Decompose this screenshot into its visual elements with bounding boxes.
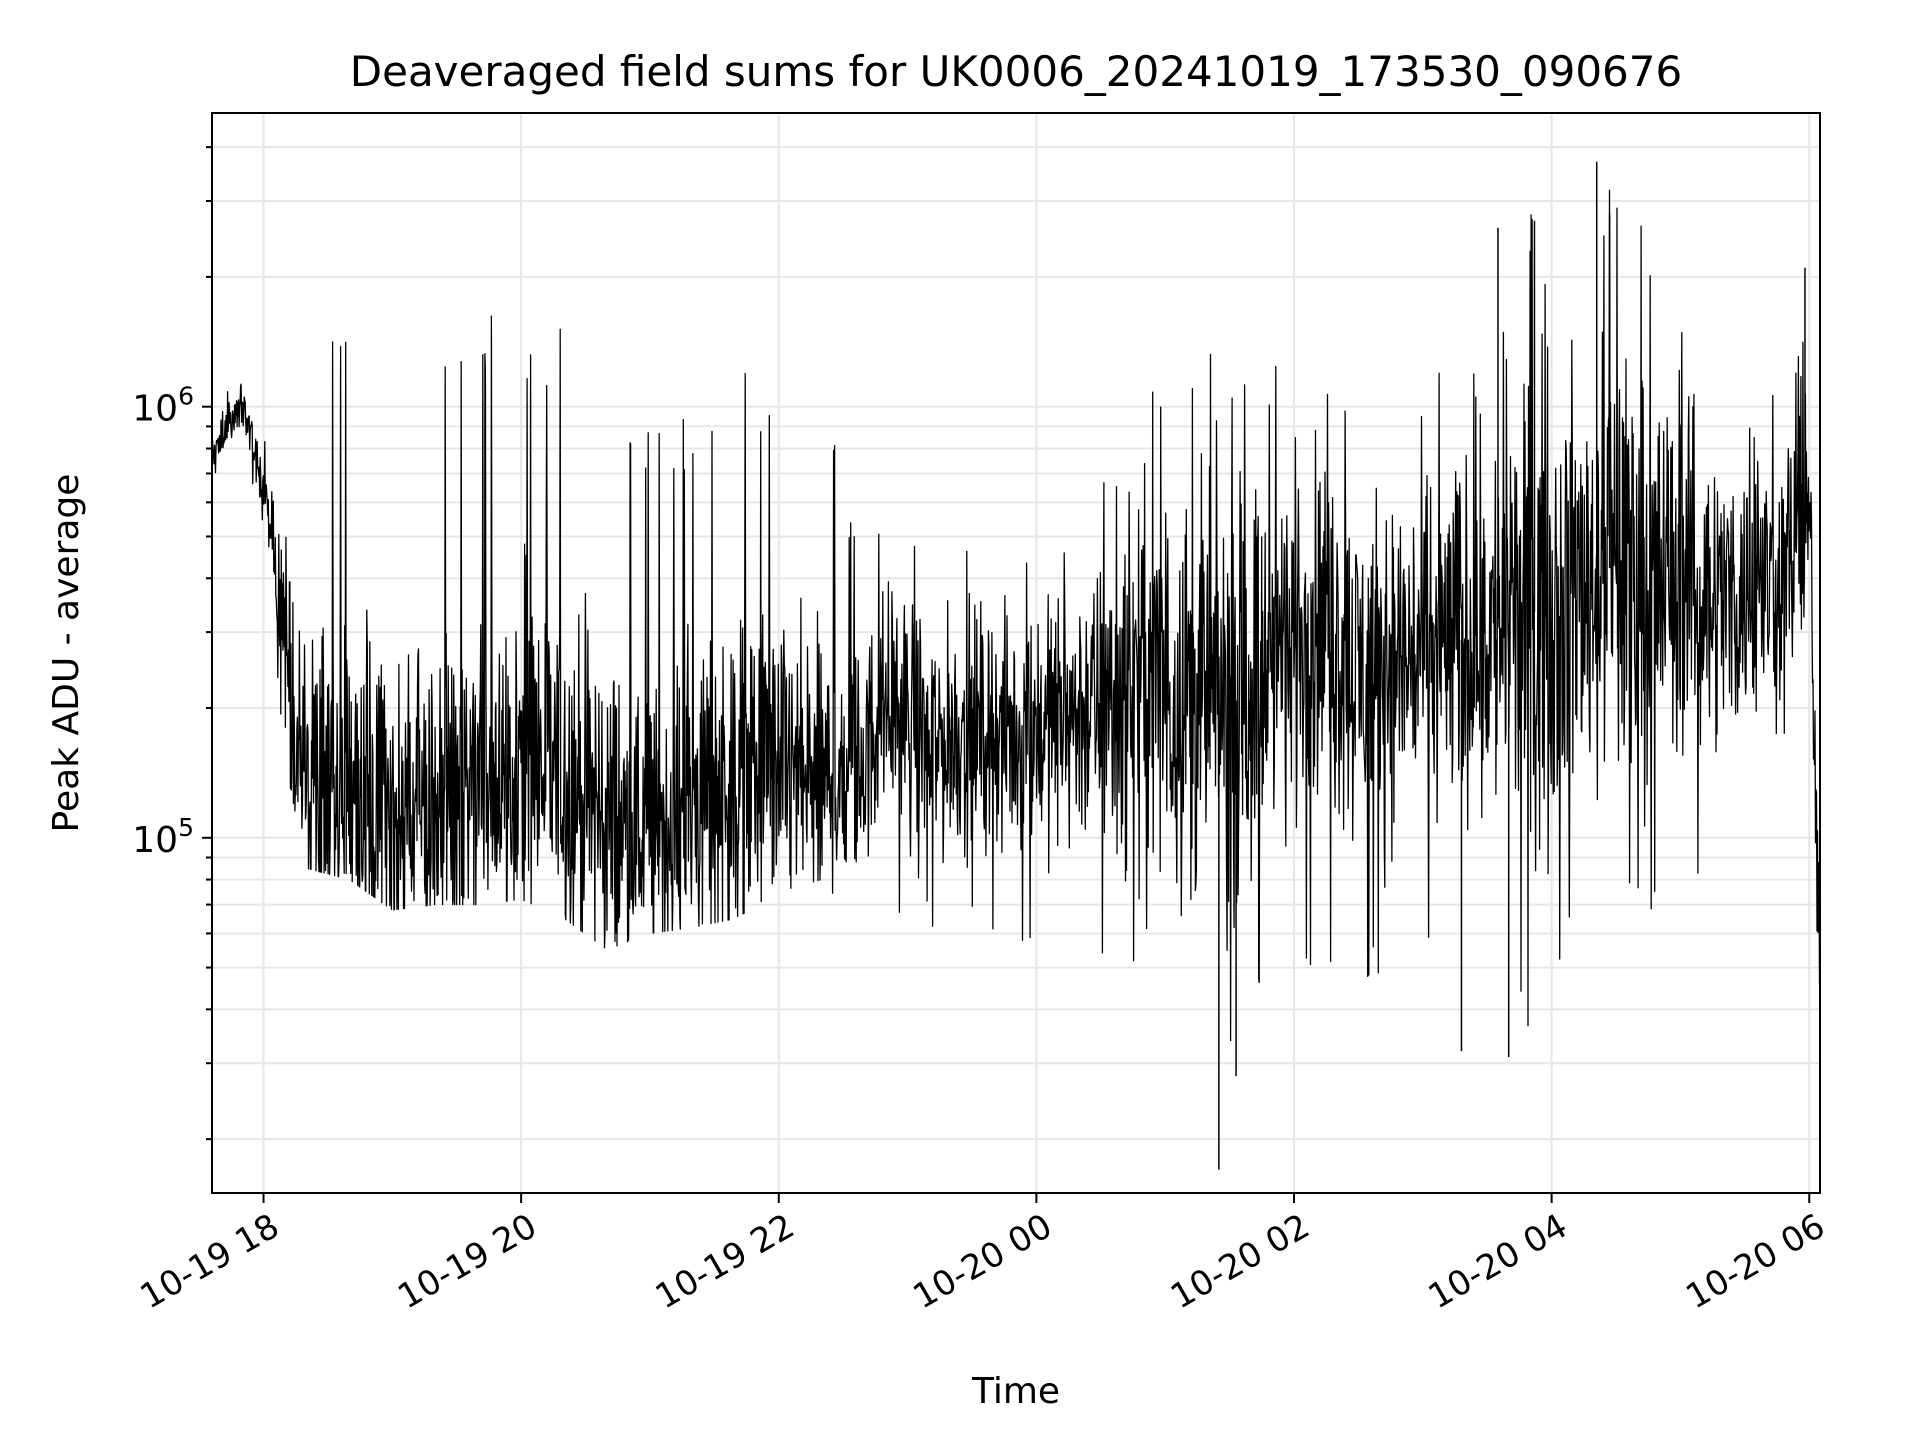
x-axis-label: Time (971, 1371, 1060, 1412)
gridlines (212, 113, 1820, 1193)
plot-area (212, 161, 1820, 1170)
series-layer (212, 161, 1820, 1170)
y-axis: 105 106 (132, 146, 212, 1141)
y-tick-label: 106 (132, 382, 194, 430)
series-line (212, 189, 1820, 1042)
y-tick-label: 105 (132, 813, 194, 861)
y-axis-label: Peak ADU - average (46, 474, 87, 833)
axes-frame (211, 112, 1821, 1194)
chart-title: Deaveraged field sums for UK0006_2024101… (350, 47, 1682, 96)
